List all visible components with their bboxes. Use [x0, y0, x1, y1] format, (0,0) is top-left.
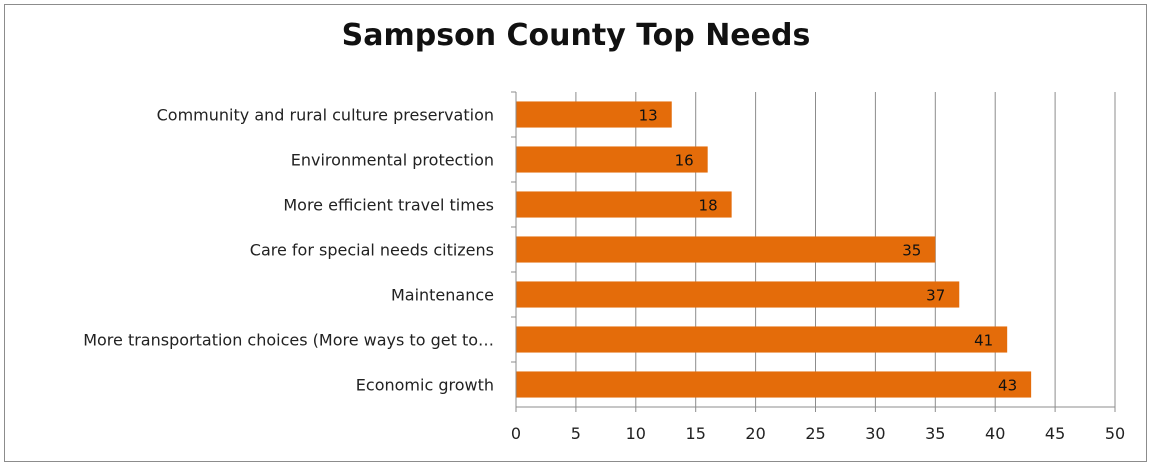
x-tick-label: 15	[686, 424, 706, 443]
x-tick-label: 20	[745, 424, 765, 443]
category-label: Maintenance	[391, 286, 494, 305]
x-tick-label: 40	[985, 424, 1005, 443]
x-tick-label: 30	[865, 424, 885, 443]
data-label: 41	[974, 332, 993, 350]
bar	[516, 101, 672, 128]
category-label: Economic growth	[356, 376, 494, 395]
category-label: More efficient travel times	[283, 196, 494, 215]
data-label: 18	[699, 197, 718, 215]
bar	[516, 191, 732, 218]
bars	[516, 101, 1032, 398]
chart-title: Sampson County Top Needs	[341, 18, 811, 53]
data-label: 13	[639, 107, 658, 125]
data-label: 16	[675, 152, 694, 170]
x-tick-label: 5	[571, 424, 581, 443]
category-label: Environmental protection	[291, 151, 494, 170]
data-label: 37	[926, 287, 945, 305]
labels: 0 5 10 15 20 25 30 35 40 45 50 Community and rural …	[83, 106, 1125, 444]
data-label: 35	[902, 242, 921, 260]
category-label: More transportation choices (More ways t…	[83, 331, 494, 350]
bar	[516, 146, 708, 173]
category-label: Care for special needs citizens	[250, 241, 494, 260]
x-tick-label: 25	[805, 424, 825, 443]
x-tick-label: 45	[1045, 424, 1065, 443]
bar	[516, 371, 1032, 398]
x-tick-label: 0	[511, 424, 521, 443]
bar	[516, 326, 1008, 353]
x-tick-label: 10	[626, 424, 646, 443]
category-label: Community and rural culture preservation	[157, 106, 494, 125]
data-label: 43	[998, 377, 1017, 395]
bar	[516, 236, 936, 263]
x-tick-label: 50	[1105, 424, 1125, 443]
axes	[511, 91, 1116, 412]
bar	[516, 281, 960, 308]
x-tick-label: 35	[925, 424, 945, 443]
